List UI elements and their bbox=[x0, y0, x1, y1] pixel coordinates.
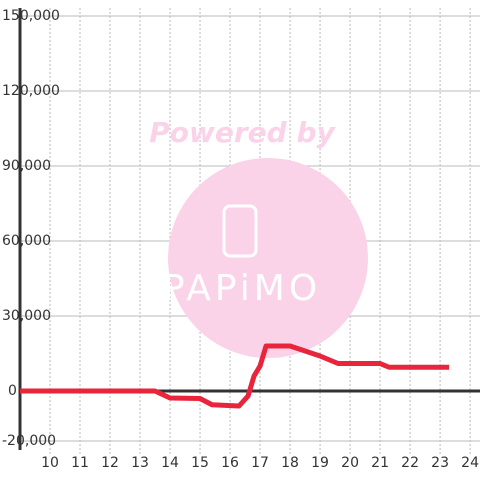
watermark-circle bbox=[168, 158, 368, 358]
x-tick-label: 22 bbox=[401, 455, 419, 471]
x-tick-label: 18 bbox=[281, 455, 299, 471]
x-tick-label: 15 bbox=[191, 455, 209, 471]
x-tick-label: 20 bbox=[341, 455, 359, 471]
x-tick-label: 24 bbox=[461, 455, 479, 471]
y-tick-label: 30,000 bbox=[2, 308, 51, 324]
x-tick-label: 12 bbox=[101, 455, 119, 471]
x-tick-label: 16 bbox=[221, 455, 239, 471]
x-tick-label: 17 bbox=[251, 455, 269, 471]
watermark-logo: PAPiMO bbox=[163, 268, 321, 309]
x-tick-label: 14 bbox=[161, 455, 179, 471]
y-tick-label: 90,000 bbox=[2, 158, 51, 174]
y-tick-label: 150,000 bbox=[2, 8, 60, 24]
watermark-icon bbox=[222, 204, 258, 258]
y-tick-label: 0 bbox=[8, 383, 17, 399]
x-tick-label: 23 bbox=[431, 455, 449, 471]
y-tick-label: 120,000 bbox=[2, 83, 60, 99]
watermark-title: Powered by bbox=[149, 116, 336, 149]
x-tick-label: 19 bbox=[311, 455, 329, 471]
x-tick-label: 21 bbox=[371, 455, 389, 471]
y-tick-label: 60,000 bbox=[2, 233, 51, 249]
y-tick-label: -20,000 bbox=[2, 433, 56, 449]
line-series bbox=[20, 343, 450, 409]
x-tick-label: 11 bbox=[71, 455, 89, 471]
x-tick-label: 13 bbox=[131, 455, 149, 471]
x-tick-label: 10 bbox=[41, 455, 59, 471]
